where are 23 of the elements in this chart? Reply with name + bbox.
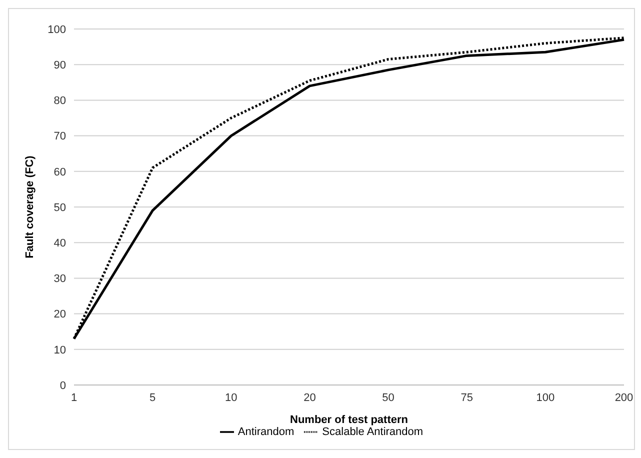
x-tick-label: 75 [460,392,473,404]
x-tick-label: 200 [614,392,634,404]
y-tick-label: 70 [54,130,66,143]
y-tick-label: 0 [60,380,66,392]
x-axis-title: Number of test pattern [290,414,408,426]
x-tick-label: 50 [382,392,394,404]
y-tick-label: 30 [54,273,66,286]
y-tick-label: 10 [54,344,66,356]
legend-label: Antirandom [238,426,294,438]
legend-label: Scalable Antirandom [322,426,424,438]
x-tick-label: 20 [304,392,316,404]
y-tick-label: 40 [54,238,66,250]
x-tick-label: 1 [70,392,78,404]
x-tick-label: 10 [225,392,238,404]
y-tick-label: 50 [54,202,66,214]
x-tick-label: 100 [536,392,555,404]
y-tick-label: 90 [54,60,66,72]
y-tick-label: 20 [54,308,66,321]
y-tick-label: 60 [54,166,66,178]
x-tick-label: 5 [150,392,156,404]
y-tick-label: 100 [48,24,66,36]
y-tick-label: 80 [54,95,66,108]
y-axis-title: Fault coverage (FC) [24,155,36,258]
